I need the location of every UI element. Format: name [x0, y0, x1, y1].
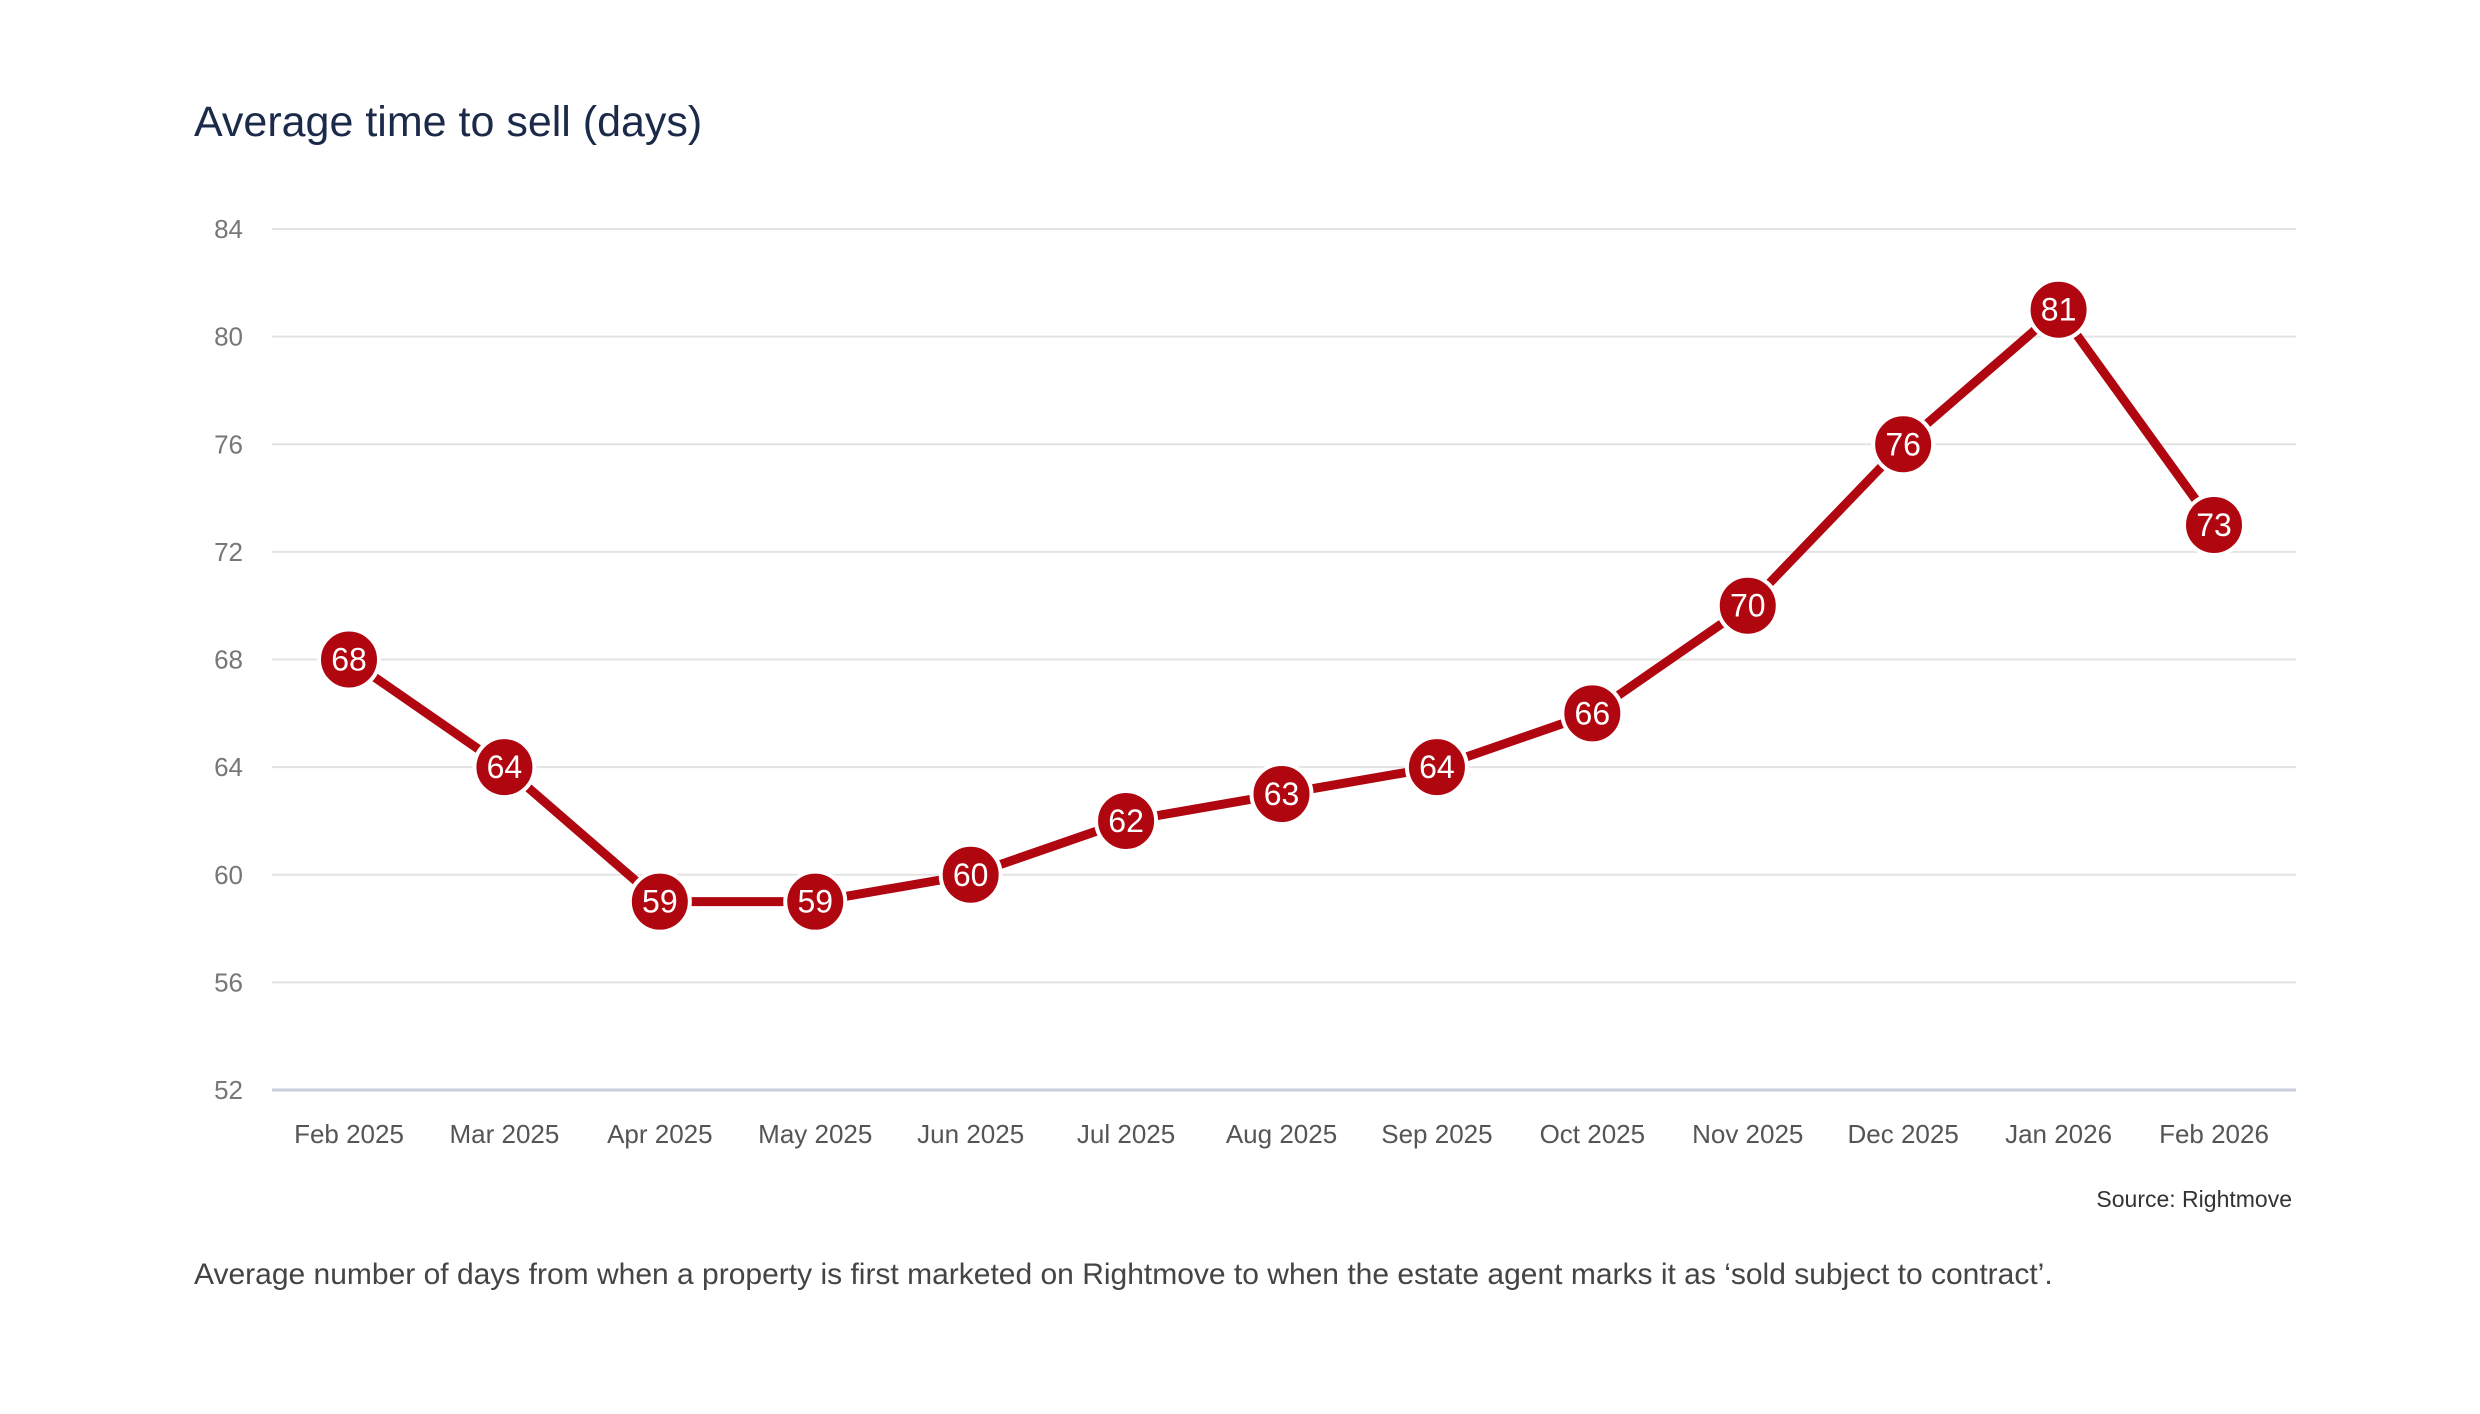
y-tick-label: 56	[214, 967, 243, 997]
data-point	[1094, 788, 1159, 853]
x-tick-label: Oct 2025	[1540, 1119, 1646, 1149]
data-point	[783, 869, 848, 934]
data-points: 68 64 59 59 60 62 63 64 66 70 76 81 73	[317, 277, 2246, 934]
data-point	[2026, 277, 2091, 342]
x-tick-label: Jul 2025	[1077, 1119, 1175, 1149]
chart-caption: Average number of days from when a prope…	[194, 1258, 2053, 1291]
x-tick-label: Feb 2025	[294, 1119, 404, 1149]
data-label: 59	[642, 884, 678, 920]
data-label: 60	[953, 857, 989, 893]
data-point	[1560, 681, 1625, 746]
data-label: 76	[1885, 426, 1921, 462]
data-point	[1715, 573, 1780, 638]
x-tick-label: Jan 2026	[2005, 1119, 2112, 1149]
data-point	[2182, 492, 2246, 557]
y-tick-label: 80	[214, 322, 243, 352]
y-tick-label: 60	[214, 860, 243, 890]
y-tick-label: 64	[214, 752, 243, 782]
data-point	[1249, 762, 1314, 827]
x-tick-label: Jun 2025	[917, 1119, 1024, 1149]
x-tick-label: Mar 2025	[449, 1119, 559, 1149]
x-tick-label: Aug 2025	[1226, 1119, 1337, 1149]
x-tick-label: Apr 2025	[607, 1119, 713, 1149]
y-axis-ticks: 52 56 60 64 68 72 76 80 84	[214, 214, 243, 1105]
x-tick-label: Sep 2025	[1381, 1119, 1492, 1149]
y-tick-label: 68	[214, 645, 243, 675]
y-tick-label: 76	[214, 429, 243, 459]
x-tick-label: Dec 2025	[1848, 1119, 1959, 1149]
data-label: 70	[1730, 588, 1766, 624]
chart-title: Average time to sell (days)	[194, 98, 703, 146]
x-tick-label: Nov 2025	[1692, 1119, 1803, 1149]
x-axis-ticks: Feb 2025 Mar 2025 Apr 2025 May 2025 Jun 2025…	[294, 1119, 2269, 1149]
gridlines	[272, 228, 2296, 1092]
x-tick-label: Feb 2026	[2159, 1119, 2269, 1149]
data-label: 81	[2041, 292, 2077, 328]
data-label: 59	[797, 884, 833, 920]
data-label: 62	[1108, 803, 1144, 839]
data-label: 66	[1575, 695, 1611, 731]
data-point	[1871, 412, 1936, 477]
x-tick-label: May 2025	[758, 1119, 872, 1149]
data-point	[938, 842, 1003, 907]
data-label: 64	[487, 749, 523, 785]
data-label: 68	[331, 642, 367, 678]
source-note: Source: Rightmove	[2096, 1186, 2292, 1212]
data-point	[1404, 735, 1469, 800]
y-tick-label: 72	[214, 537, 243, 567]
data-label: 73	[2196, 507, 2232, 543]
data-point	[317, 627, 381, 692]
y-tick-label: 84	[214, 214, 243, 244]
y-tick-label: 52	[214, 1075, 243, 1105]
data-label: 63	[1264, 776, 1300, 812]
data-point	[627, 869, 692, 934]
data-point	[472, 735, 537, 800]
data-label: 64	[1419, 749, 1455, 785]
